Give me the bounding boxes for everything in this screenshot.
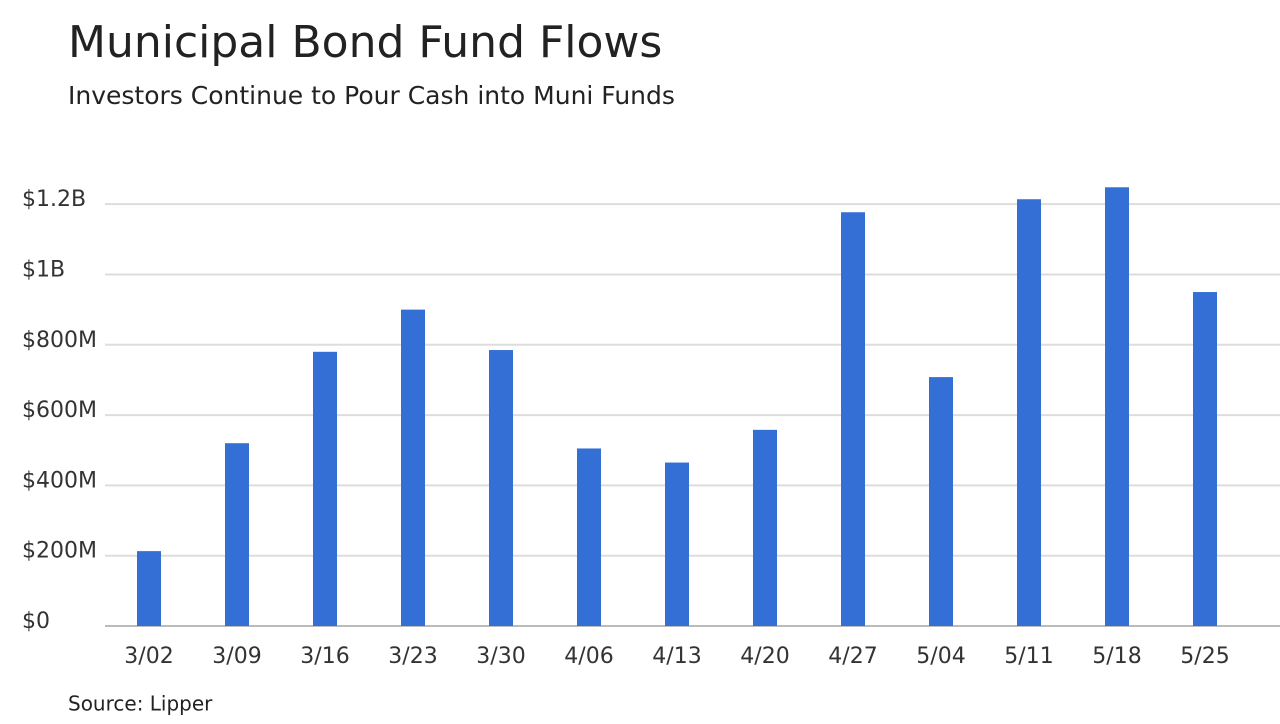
x-tick-label: 3/09 — [212, 644, 261, 669]
bar — [577, 448, 601, 626]
bar — [665, 462, 689, 626]
bar — [929, 377, 953, 626]
bar — [225, 443, 249, 626]
x-tick-label: 3/23 — [388, 644, 437, 669]
x-tick-label: 3/02 — [124, 644, 173, 669]
bar — [1105, 187, 1129, 626]
bar — [313, 351, 337, 626]
x-tick-label: 5/18 — [1092, 644, 1141, 669]
y-tick-label: $600M — [22, 398, 97, 423]
bar — [1017, 199, 1041, 627]
x-tick-label: 4/13 — [652, 644, 701, 669]
bar — [753, 429, 777, 626]
bar — [841, 212, 865, 626]
y-tick-label: $200M — [22, 539, 97, 564]
y-tick-label: $0 — [22, 609, 50, 634]
x-tick-label: 4/20 — [740, 644, 789, 669]
y-tick-label: $1B — [22, 257, 65, 282]
source-note: Source: Lipper — [68, 692, 213, 716]
bar — [401, 309, 425, 626]
x-tick-label: 4/06 — [564, 644, 613, 669]
y-tick-label: $400M — [22, 468, 97, 493]
x-tick-label: 5/25 — [1180, 644, 1229, 669]
x-tick-label: 4/27 — [828, 644, 877, 669]
bar — [137, 551, 161, 626]
x-tick-label: 5/11 — [1004, 644, 1053, 669]
y-tick-label: $800M — [22, 328, 97, 353]
bar — [1193, 292, 1217, 626]
chart-subtitle: Investors Continue to Pour Cash into Mun… — [68, 81, 675, 110]
chart-title: Municipal Bond Fund Flows — [68, 17, 662, 68]
x-tick-label: 5/04 — [916, 644, 965, 669]
x-tick-label: 3/16 — [300, 644, 349, 669]
x-tick-label: 3/30 — [476, 644, 525, 669]
bar — [489, 350, 513, 626]
y-tick-label: $1.2B — [22, 187, 86, 212]
